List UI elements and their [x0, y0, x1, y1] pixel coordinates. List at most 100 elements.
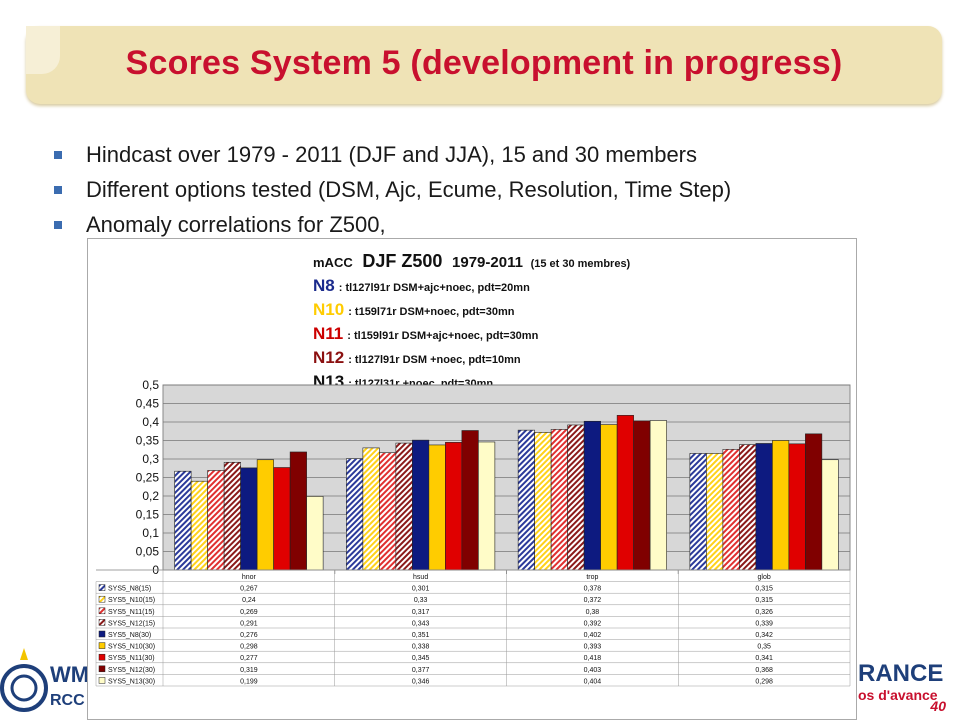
legend-series-name: SYS5_N8(30)	[108, 632, 151, 639]
data-value-label: 0,338	[412, 644, 430, 651]
legend-config-desc: : tl127l91r DSM +noec, pdt=10mn	[348, 354, 521, 366]
bar	[755, 443, 773, 571]
legend-config-code: N12	[313, 348, 344, 367]
bullet-item: Hindcast over 1979 - 2011 (DJF and JJA),…	[50, 138, 930, 173]
bar	[821, 459, 839, 571]
data-value-label: 0,341	[755, 655, 773, 662]
data-value-label: 0,298	[755, 678, 773, 685]
legend-config-desc: : tl127l91r DSM+ajc+noec, pdt=20mn	[339, 282, 530, 294]
data-value-label: 0,199	[240, 678, 258, 685]
y-tick-label: 0,1	[142, 526, 159, 540]
legend-config-code: N11	[313, 324, 343, 343]
y-tick-label: 0,25	[136, 471, 160, 485]
bar	[412, 439, 430, 571]
legend-series-name: SYS5_N10(15)	[108, 597, 155, 604]
legend-series-name: SYS5_N11(15)	[108, 609, 155, 616]
legend-swatch	[98, 584, 106, 591]
bar	[207, 470, 225, 571]
bullet-item: Different options tested (DSM, Ajc, Ecum…	[50, 173, 930, 208]
logo-left-text: WM	[50, 662, 90, 687]
legend-years: 1979-2011	[452, 254, 523, 271]
bar	[445, 442, 463, 571]
bar	[395, 442, 413, 571]
data-value-label: 0,38	[586, 609, 600, 616]
legend-swatch	[98, 630, 106, 638]
title-bar: Scores System 5 (development in progress…	[26, 26, 942, 104]
data-value-label: 0,372	[584, 597, 602, 604]
bar	[772, 440, 790, 571]
bar	[616, 415, 634, 571]
legend-prefix: mACC	[313, 255, 353, 270]
bar	[256, 459, 274, 571]
data-value-label: 0,392	[584, 620, 602, 627]
bar	[273, 467, 291, 571]
logo-right-tagline: os d'avance	[858, 687, 938, 703]
legend-config-line: N11 : tl159l91r DSM+ajc+noec, pdt=30mn	[313, 324, 539, 343]
bullet-square-icon	[54, 151, 62, 159]
data-value-label: 0,277	[240, 655, 258, 662]
data-value-label: 0,418	[584, 655, 602, 662]
bar	[805, 433, 823, 571]
legend-config-desc: : tl159l91r DSM+ajc+noec, pdt=30mn	[347, 330, 538, 342]
legend-main: DJF Z500	[362, 251, 442, 271]
bar	[362, 447, 380, 571]
bar	[706, 453, 724, 571]
legend-series-name: SYS5_N11(30)	[108, 655, 155, 662]
legend-swatch	[98, 619, 106, 626]
data-value-label: 0,267	[240, 586, 258, 593]
data-value-label: 0,35	[757, 644, 771, 651]
bar	[428, 444, 446, 571]
bar	[583, 420, 601, 571]
bar	[550, 429, 568, 571]
data-value-label: 0,276	[240, 632, 258, 639]
data-value-label: 0,378	[584, 586, 602, 593]
bar	[517, 429, 535, 571]
bullet-text: Different options tested (DSM, Ajc, Ecum…	[86, 177, 732, 202]
wmo-emblem-icon	[0, 648, 48, 712]
legend-series-name: SYS5_N10(30)	[108, 644, 155, 651]
data-value-label: 0,343	[412, 620, 430, 627]
chart-panel: mACC DJF Z500 1979-2011 (15 et 30 membre…	[87, 238, 857, 720]
data-value-label: 0,317	[412, 609, 430, 616]
data-value-label: 0,269	[240, 609, 258, 616]
bar	[240, 467, 258, 571]
legend-config-line: N8: tl127l91r DSM+ajc+noec, pdt=20mn	[313, 276, 530, 295]
bar	[739, 444, 757, 571]
y-tick-label: 0,3	[142, 452, 159, 466]
legend-config-line: N10: t159l71r DSM+noec, pdt=30mn	[313, 300, 515, 319]
legend-series-name: SYS5_N8(15)	[108, 586, 151, 593]
bullet-square-icon	[54, 221, 62, 229]
logo-left-subtext: RCC	[50, 692, 85, 709]
bar	[689, 453, 707, 571]
data-value-label: 0,345	[412, 655, 430, 662]
x-category-label: hnor	[242, 574, 257, 581]
data-value-label: 0,291	[240, 620, 258, 627]
bullet-item: Anomaly correlations for Z500,	[50, 208, 930, 243]
bar	[633, 420, 651, 571]
data-value-label: 0,315	[755, 597, 773, 604]
data-value-label: 0,403	[584, 667, 602, 674]
data-value-label: 0,342	[755, 632, 773, 639]
data-table: hnor hsud trop glob SYS5_N8(15) 0,267 0,301 0,3…	[95, 569, 851, 687]
bar	[461, 430, 479, 571]
legend-swatch	[98, 677, 106, 684]
bar	[379, 452, 397, 571]
y-tick-label: 0,05	[136, 545, 160, 559]
legend-suffix: (15 et 30 membres)	[531, 258, 631, 270]
bar	[649, 420, 667, 571]
data-value-label: 0,393	[584, 644, 602, 651]
legend-config-line: N12 : tl127l91r DSM +noec, pdt=10mn	[313, 348, 521, 367]
legend-swatch	[98, 642, 106, 649]
logo-right-text: RANCE	[858, 660, 944, 687]
y-tick-label: 0,35	[136, 434, 160, 448]
x-category-label: hsud	[413, 574, 428, 581]
bar	[346, 458, 364, 571]
bar	[289, 451, 307, 571]
bar	[788, 443, 806, 571]
legend-swatch	[98, 665, 106, 673]
data-value-label: 0,351	[412, 632, 430, 639]
bar	[223, 462, 241, 571]
data-value-label: 0,368	[755, 667, 773, 674]
legend-swatch	[98, 607, 106, 615]
data-value-label: 0,377	[412, 667, 430, 674]
